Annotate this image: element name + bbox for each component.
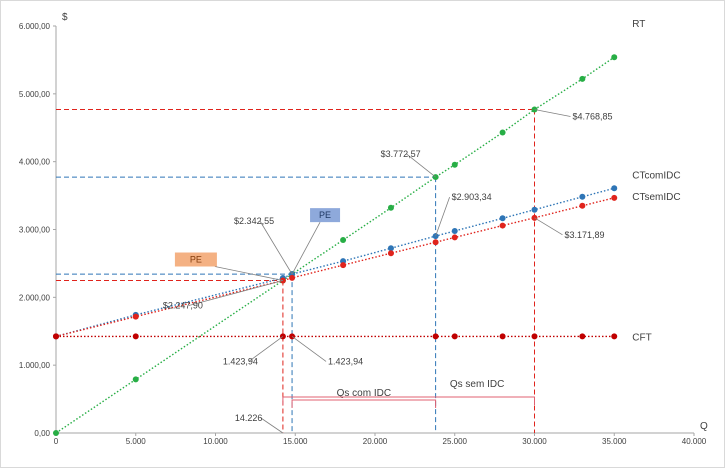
x-tick-label: 10.000 xyxy=(203,437,228,446)
data-point-CTsemIDC xyxy=(340,262,347,269)
data-point-CFT xyxy=(579,333,586,340)
data-point-CTsemIDC xyxy=(432,239,439,246)
pe-blue-leader xyxy=(291,221,321,275)
data-point-RT xyxy=(451,161,458,168)
data-point-CTcomIDC xyxy=(387,245,394,252)
y-tick-label: 0,00 xyxy=(34,429,50,438)
annotation-label: 14.226 xyxy=(235,413,263,423)
series-label-CTsemIDC: CTsemIDC xyxy=(632,192,680,203)
x-tick-label: 20.000 xyxy=(363,437,388,446)
data-point-CTsemIDC xyxy=(499,222,506,229)
callout-leader xyxy=(248,336,284,362)
callout-leader xyxy=(534,217,563,236)
bracket-sem-idc xyxy=(282,396,535,405)
data-point-CTsemIDC xyxy=(451,234,458,241)
data-point-CTsemIDC xyxy=(579,202,586,209)
bracket-label-com-idc: Qs com IDC xyxy=(337,388,391,399)
bracket-com-idc xyxy=(291,399,437,408)
data-point-CTcomIDC xyxy=(531,206,538,213)
x-tick-label: 40.000 xyxy=(682,437,707,446)
data-point-RT xyxy=(499,129,506,136)
pe-blue-box xyxy=(310,208,341,223)
data-point-CTcomIDC xyxy=(451,227,458,234)
data-point-RT xyxy=(132,376,139,383)
x-axis-symbol: Q xyxy=(700,421,708,432)
x-tick-label: 15.000 xyxy=(283,437,308,446)
callout-leader xyxy=(188,280,284,306)
y-tick-label: 2.000,00 xyxy=(19,293,51,302)
data-point-CFT xyxy=(499,333,506,340)
y-tick-label: 6.000,00 xyxy=(19,22,51,31)
callout-leader xyxy=(291,336,327,362)
y-axis-symbol: $ xyxy=(62,12,68,23)
data-point-CFT xyxy=(432,333,439,340)
annotation-label: $2.342,55 xyxy=(234,216,274,226)
series-label-RT: RT xyxy=(632,19,645,30)
data-point-CFT xyxy=(53,333,59,340)
annotation-label: $2.247,90 xyxy=(163,301,203,311)
data-point-CTcomIDC xyxy=(499,215,506,222)
data-point-RT xyxy=(53,430,59,436)
x-tick-label: 35.000 xyxy=(602,437,627,446)
callout-leader xyxy=(259,220,293,275)
data-point-RT xyxy=(340,237,347,244)
annotation-label: $4.768,85 xyxy=(573,112,613,122)
data-point-RT xyxy=(579,75,586,82)
series-label-CTcomIDC: CTcomIDC xyxy=(632,170,680,181)
bracket-label-sem-idc: Qs sem IDC xyxy=(450,379,504,390)
y-tick-label: 5.000,00 xyxy=(19,90,51,99)
data-point-CFT xyxy=(611,333,618,340)
data-point-CTsemIDC xyxy=(611,194,618,201)
annotation-label: 1.423,94 xyxy=(223,356,258,366)
data-point-RT xyxy=(387,204,394,211)
pe-red-leader xyxy=(214,266,283,281)
data-point-RT xyxy=(611,54,618,61)
y-tick-label: 3.000,00 xyxy=(19,226,51,235)
x-tick-label: 25.000 xyxy=(443,437,468,446)
series-line-RT xyxy=(55,56,615,434)
annotation-label: 1.423,94 xyxy=(328,356,363,366)
x-tick-label: 0 xyxy=(54,437,59,446)
series-label-CFT: CFT xyxy=(632,332,651,343)
callout-leader xyxy=(435,196,450,237)
data-point-CFT xyxy=(531,333,538,340)
data-point-CTsemIDC xyxy=(387,250,394,257)
data-point-CTsemIDC xyxy=(132,313,139,320)
annotation-label: $3.772,57 xyxy=(381,149,421,159)
callout-leader xyxy=(260,417,284,434)
data-point-CTcomIDC xyxy=(611,185,618,192)
series-line-CTsemIDC xyxy=(55,197,615,338)
pe-red-box xyxy=(174,252,217,267)
callout-leader xyxy=(534,109,571,117)
pe-red-label: PE xyxy=(190,255,202,265)
x-tick-label: 5.000 xyxy=(126,437,147,446)
y-tick-label: 4.000,00 xyxy=(19,158,51,167)
data-point-CTsemIDC xyxy=(289,274,296,281)
pe-blue-label: PE xyxy=(319,210,331,220)
annotation-label: $2.903,34 xyxy=(452,192,492,202)
annotation-label: $3.171,89 xyxy=(565,230,605,240)
y-tick-label: 1.000,00 xyxy=(19,361,51,370)
data-point-CFT xyxy=(451,333,458,340)
callout-leader xyxy=(406,153,436,178)
data-point-CFT xyxy=(132,333,139,340)
x-tick-label: 30.000 xyxy=(522,437,547,446)
data-point-CTcomIDC xyxy=(579,193,586,200)
